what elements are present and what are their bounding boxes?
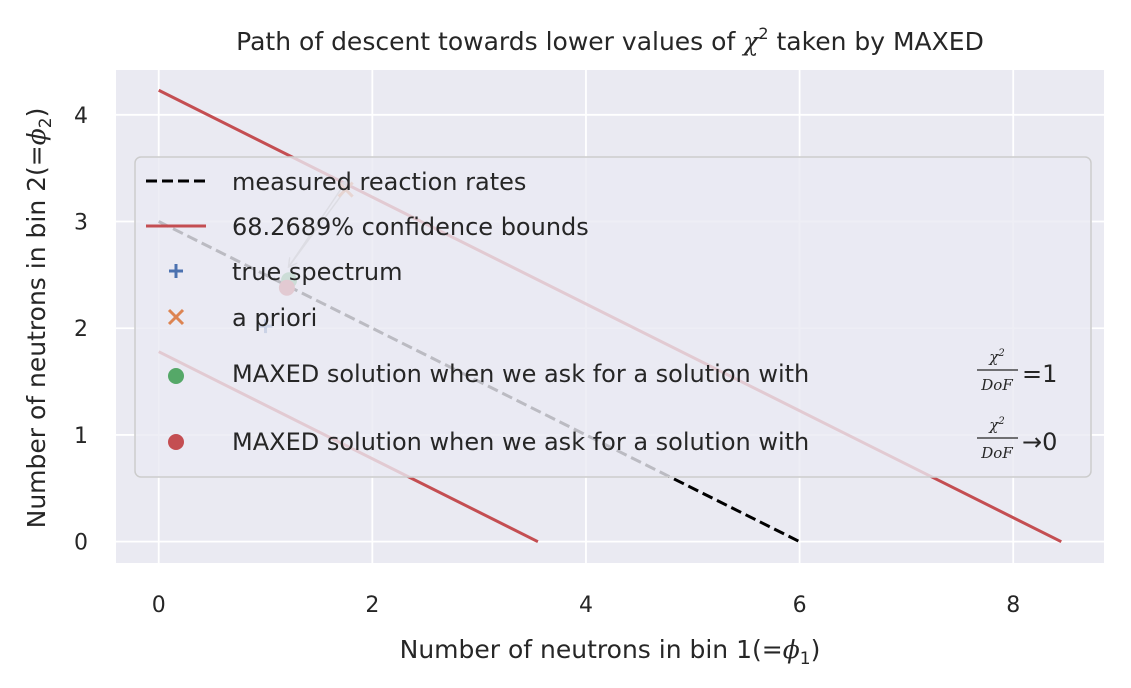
legend-swatch-chi1 (168, 368, 184, 384)
x-tick-label: 0 (152, 593, 166, 618)
svg-text:χ2: χ2 (988, 348, 1004, 366)
legend-label-measured: measured reaction rates (232, 168, 526, 196)
svg-text:DoF: DoF (980, 444, 1013, 462)
chart-title: Path of descent towards lower values of … (236, 24, 984, 56)
x-tick-label: 4 (579, 593, 593, 618)
x-axis-label: Number of neutrons in bin 1(=ϕ1) (400, 635, 821, 669)
legend-suffix-chi1: =1 (1022, 360, 1057, 388)
legend-fraction-chi0: χ2 DoF (977, 416, 1018, 462)
x-tick-label: 6 (793, 593, 807, 618)
y-axis-label: Number of neutrons in bin 2(=ϕ2) (22, 108, 56, 529)
y-tick-labels: 0 1 2 3 4 (74, 104, 88, 556)
y-tick-label: 2 (74, 317, 88, 342)
legend-label-chi0: MAXED solution when we ask for a solutio… (232, 428, 809, 456)
y-tick-label: 4 (74, 104, 88, 129)
legend-swatch-apriori (167, 308, 185, 326)
svg-text:DoF: DoF (980, 376, 1013, 394)
legend-label-apriori: a priori (232, 304, 317, 332)
legend-label-bounds: 68.2689% confidence bounds (232, 213, 589, 241)
legend-label-true: true spectrum (232, 258, 402, 286)
legend-swatch-true (169, 264, 183, 278)
y-tick-label: 1 (74, 424, 88, 449)
x-tick-label: 8 (1006, 593, 1020, 618)
legend-box (134, 156, 1092, 478)
x-tick-label: 2 (365, 593, 379, 618)
legend-swatch-chi0 (168, 434, 184, 450)
legend: measured reaction rates 68.2689% confide… (134, 156, 1092, 478)
y-tick-label: 3 (74, 211, 88, 236)
x-tick-labels: 0 2 4 6 8 (152, 593, 1020, 618)
legend-suffix-chi0: →0 (1022, 428, 1057, 456)
y-tick-label: 0 (74, 531, 88, 556)
svg-text:χ2: χ2 (988, 416, 1004, 434)
legend-label-chi1: MAXED solution when we ask for a solutio… (232, 360, 809, 388)
legend-fraction-chi1: χ2 DoF (977, 348, 1018, 394)
